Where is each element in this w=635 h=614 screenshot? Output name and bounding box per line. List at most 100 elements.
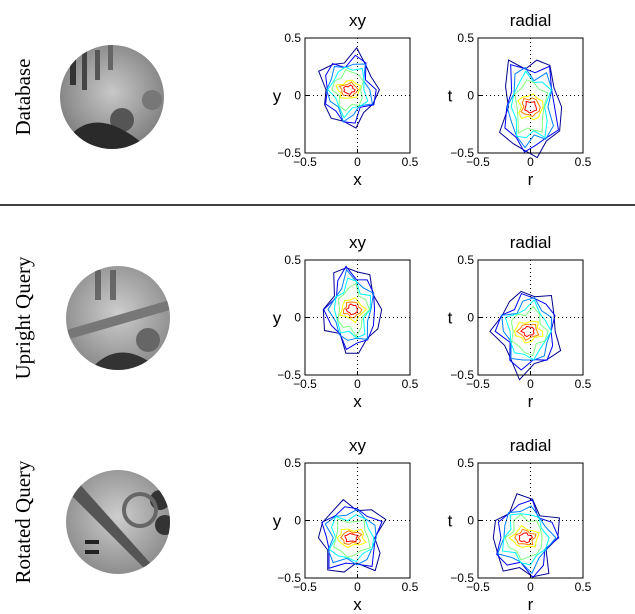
contour xyxy=(513,320,544,344)
x-tick-label: 0.5 xyxy=(575,377,592,391)
x-tick-label: −0.5 xyxy=(466,580,490,594)
contour xyxy=(317,498,387,573)
contour xyxy=(336,528,367,549)
x-tick-label: 0.5 xyxy=(402,377,419,391)
plot-title: xy xyxy=(349,436,367,455)
contour xyxy=(514,528,537,546)
y-tick-label: −0.5 xyxy=(450,571,474,585)
contour xyxy=(501,513,550,566)
contour xyxy=(323,265,376,351)
y-tick-label: −0.5 xyxy=(277,146,301,160)
contour xyxy=(524,100,538,114)
x-tick-label: −0.5 xyxy=(293,580,317,594)
y-tick-label: 0 xyxy=(294,514,301,528)
y-label: y xyxy=(273,512,282,531)
contour xyxy=(327,268,375,341)
contour xyxy=(504,298,552,361)
plot-title: radial xyxy=(510,11,552,30)
row-label: Database xyxy=(11,59,35,136)
y-tick-label: 0 xyxy=(467,311,474,325)
image-patch xyxy=(60,45,164,149)
contour xyxy=(504,513,543,561)
y-tick-label: 0 xyxy=(467,89,474,103)
contour xyxy=(515,323,540,342)
contour xyxy=(326,63,373,123)
contour xyxy=(518,532,534,544)
y-tick-label: 0 xyxy=(294,311,301,325)
y-tick-label: 0.5 xyxy=(284,253,301,267)
contour xyxy=(501,297,553,361)
x-tick-label: −0.5 xyxy=(293,377,317,391)
y-label: t xyxy=(448,309,453,328)
y-tick-label: −0.5 xyxy=(277,571,301,585)
contour xyxy=(331,69,364,112)
x-label: x xyxy=(353,392,362,411)
contour xyxy=(318,46,380,129)
y-tick-label: −0.5 xyxy=(450,368,474,382)
contour xyxy=(492,493,560,578)
contour xyxy=(494,292,556,371)
x-tick-label: −0.5 xyxy=(466,377,490,391)
y-tick-label: 0.5 xyxy=(284,31,301,45)
x-tick-label: 0.5 xyxy=(575,155,592,169)
contour xyxy=(333,518,371,558)
contour xyxy=(322,267,383,354)
x-tick-label: 0.5 xyxy=(402,155,419,169)
x-tick-label: 0.5 xyxy=(402,580,419,594)
row-label: Rotated Query xyxy=(11,460,35,584)
contour xyxy=(338,81,359,98)
contour xyxy=(489,290,562,381)
contour xyxy=(506,66,554,149)
image-patch xyxy=(66,266,170,370)
y-label: t xyxy=(448,512,453,531)
y-tick-label: 0.5 xyxy=(284,456,301,470)
image-patch xyxy=(66,470,170,574)
contour xyxy=(520,325,535,338)
contour xyxy=(498,59,563,159)
y-label: y xyxy=(273,87,282,106)
contour xyxy=(517,93,544,121)
contour xyxy=(321,506,383,569)
y-tick-label: 0 xyxy=(294,89,301,103)
y-tick-label: 0.5 xyxy=(457,253,474,267)
x-label: r xyxy=(528,595,534,614)
contour xyxy=(345,303,358,316)
x-tick-label: 0 xyxy=(527,377,534,391)
plot-title: xy xyxy=(349,11,367,30)
contour xyxy=(510,70,552,139)
contour xyxy=(496,499,560,579)
x-tick-label: 0 xyxy=(527,580,534,594)
contour xyxy=(327,66,369,119)
x-label: r xyxy=(528,392,534,411)
row-label: Upright Query xyxy=(11,256,35,380)
plot-title: radial xyxy=(510,436,552,455)
contour xyxy=(514,79,549,134)
x-tick-label: 0 xyxy=(354,377,361,391)
x-tick-label: 0 xyxy=(354,580,361,594)
x-tick-label: −0.5 xyxy=(466,155,490,169)
y-tick-label: −0.5 xyxy=(277,368,301,382)
contour xyxy=(520,97,541,118)
x-tick-label: −0.5 xyxy=(293,155,317,169)
x-tick-label: 0 xyxy=(527,155,534,169)
plot-title: xy xyxy=(349,233,367,252)
y-label: y xyxy=(273,309,282,328)
plot-title: radial xyxy=(510,233,552,252)
y-tick-label: −0.5 xyxy=(450,146,474,160)
y-tick-label: 0.5 xyxy=(457,31,474,45)
contour xyxy=(333,277,372,339)
contour xyxy=(344,532,359,543)
x-label: x xyxy=(353,595,362,614)
y-tick-label: 0 xyxy=(467,514,474,528)
contour xyxy=(340,530,363,545)
x-tick-label: 0.5 xyxy=(575,580,592,594)
contour xyxy=(343,84,356,95)
y-tick-label: 0.5 xyxy=(457,456,474,470)
contour xyxy=(508,525,540,548)
contour xyxy=(510,305,549,357)
contour xyxy=(324,508,377,566)
contour xyxy=(335,79,361,99)
x-label: r xyxy=(528,170,534,189)
